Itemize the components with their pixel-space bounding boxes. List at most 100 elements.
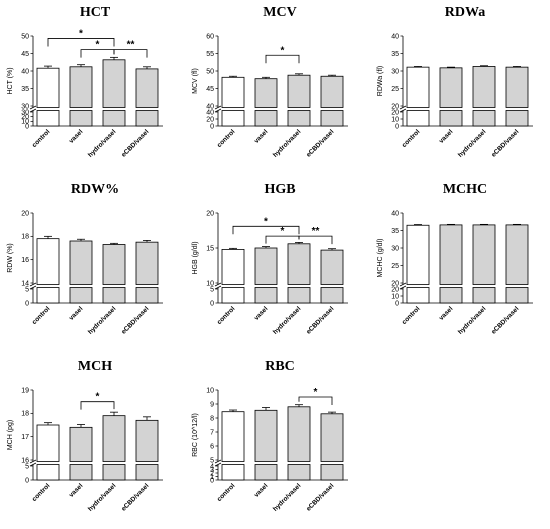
chart-title: HCT <box>80 5 111 20</box>
category-label: eCBD/vasel <box>305 482 335 512</box>
bar-lower-hydro-vasel <box>472 110 496 127</box>
bar-lower-hydro-vasel <box>287 464 311 481</box>
significance-bracket <box>232 225 300 235</box>
bar-lower-hydro-vasel <box>102 110 126 127</box>
chart-panel-hct: HCT HCT (%) 30 35 40 45 50 0 10 20 30 control vasel h… <box>0 0 180 175</box>
y-tick-label: 2 <box>210 470 214 477</box>
category-label: eCBD/vasel <box>490 305 520 335</box>
chart-panel-rdw: RDW% RDW (%) 14 16 18 20 0 5 control vasel hydro/v… <box>0 177 180 352</box>
significance-label: * <box>96 392 100 403</box>
y-tick-label: 20 <box>391 109 399 116</box>
bar-upper-control <box>36 238 60 285</box>
y-tick-label: 20 <box>21 114 29 121</box>
axis-break-mark <box>399 282 407 287</box>
significance-label: * <box>96 40 100 51</box>
bar-upper-vasel <box>69 240 93 285</box>
bar-lower-control <box>221 287 245 304</box>
y-tick-label: 45 <box>21 51 29 58</box>
chart-title: HGB <box>264 182 295 197</box>
bar-upper-vasel <box>439 67 463 108</box>
y-tick-label: 5 <box>210 457 214 464</box>
significance-bracket <box>298 235 333 245</box>
y-tick-label: 40 <box>206 103 214 110</box>
y-tick-label: 5 <box>25 286 29 293</box>
bar-upper-hydro-vasel <box>287 406 311 462</box>
axis-break-mark <box>214 105 222 110</box>
category-label: vasel <box>438 305 455 322</box>
axis-break-mark <box>214 108 222 113</box>
y-tick-label: 60 <box>206 33 214 40</box>
y-tick-label: 10 <box>391 293 399 300</box>
chart-panel-rbc: RBC RBC (10^12/l) 5 6 7 8 9 10 0 1 2 3 4 control vasel… <box>185 354 365 529</box>
bar-upper-hydro-vasel <box>472 224 496 285</box>
bar-lower-control <box>221 110 245 127</box>
bar-upper-vasel <box>69 426 93 462</box>
category-label: hydro/vasel <box>272 305 303 336</box>
axis-break-mark <box>29 105 37 110</box>
y-tick-label: 50 <box>206 68 214 75</box>
y-tick-label: 18 <box>21 234 29 241</box>
y-tick-label: 0 <box>210 123 214 130</box>
significance-bracket <box>113 49 148 58</box>
y-tick-label: 35 <box>21 86 29 93</box>
significance-bracket <box>47 38 115 47</box>
bar-lower-vasel <box>69 110 93 127</box>
y-tick-label: 3 <box>210 467 214 474</box>
y-tick-label: 50 <box>21 33 29 40</box>
significance-bracket <box>80 49 115 58</box>
y-axis-label: RDW (%) <box>7 243 14 273</box>
axis-break-mark <box>399 108 407 113</box>
category-label: vasel <box>438 128 455 145</box>
chart-title: RDWa <box>445 5 485 20</box>
y-tick-label: 18 <box>21 411 29 418</box>
y-tick-label: 15 <box>206 245 214 252</box>
category-label: eCBD/vasel <box>490 128 520 158</box>
category-label: eCBD/vasel <box>120 482 150 512</box>
category-label: vasel <box>68 128 85 145</box>
significance-bracket <box>298 396 333 405</box>
significance-label: * <box>314 387 318 398</box>
y-tick-label: 16 <box>21 457 29 464</box>
bar-upper-ecbd-vasel <box>320 75 344 108</box>
y-tick-label: 0 <box>25 123 29 130</box>
bar-lower-hydro-vasel <box>102 287 126 304</box>
y-tick-label: 5 <box>210 286 214 293</box>
y-tick-label: 10 <box>206 387 214 394</box>
chart-panel-rdwa: RDWa RDWa (fl) 20 25 30 35 40 0 10 20 control vasel… <box>370 0 550 175</box>
chart-title: MCV <box>263 5 296 20</box>
axis-break-mark <box>29 459 37 464</box>
bar-lower-control <box>36 287 60 304</box>
category-label: eCBD/vasel <box>120 305 150 335</box>
bar-upper-hydro-vasel <box>102 59 126 108</box>
bar-upper-hydro-vasel <box>287 243 311 285</box>
y-tick-label: 20 <box>21 210 29 217</box>
y-tick-label: 10 <box>21 119 29 126</box>
bar-upper-control <box>221 249 245 285</box>
y-tick-label: 10 <box>391 116 399 123</box>
y-tick-label: 9 <box>210 401 214 408</box>
bar-upper-vasel <box>439 224 463 285</box>
chart-title: MCH <box>78 359 112 374</box>
category-label: control <box>31 482 52 503</box>
category-label: control <box>401 128 422 149</box>
axis-break-mark <box>29 108 37 113</box>
category-label: control <box>401 305 422 326</box>
axis-break-mark <box>29 282 37 287</box>
bar-lower-vasel <box>69 464 93 481</box>
y-tick-label: 45 <box>206 86 214 93</box>
significance-label: * <box>281 226 285 237</box>
chart-title: RBC <box>265 359 295 374</box>
y-tick-label: 6 <box>210 443 214 450</box>
bar-upper-vasel <box>69 66 93 108</box>
y-tick-label: 20 <box>206 210 214 217</box>
y-axis-label: MCH (pg) <box>7 420 14 450</box>
category-label: control <box>31 305 52 326</box>
bar-upper-hydro-vasel <box>472 66 496 108</box>
y-tick-label: 30 <box>21 103 29 110</box>
bar-upper-hydro-vasel <box>102 415 126 462</box>
